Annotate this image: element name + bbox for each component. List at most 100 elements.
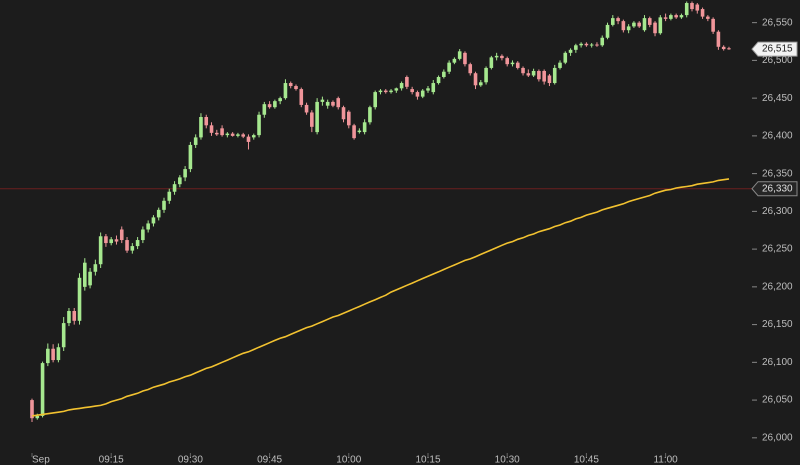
x-tick-label: 11:00	[653, 455, 678, 465]
candle-body	[98, 236, 103, 265]
candle-body	[183, 169, 187, 178]
x-tick-label: 10:30	[495, 455, 520, 465]
candle-body	[267, 104, 272, 108]
candle-body	[595, 44, 599, 46]
candle-body	[700, 9, 705, 17]
candle-body	[711, 18, 715, 32]
y-tick-label: 26,350	[762, 168, 793, 179]
candle-body	[283, 83, 288, 99]
candle-body	[611, 18, 615, 25]
candle-body	[721, 46, 726, 50]
candle-body	[405, 76, 409, 87]
candle-body	[373, 92, 377, 108]
candle-body	[463, 52, 467, 65]
candle-body	[378, 90, 383, 93]
candle-body	[215, 132, 219, 135]
candle-body	[56, 347, 61, 361]
candle-body	[83, 262, 87, 287]
candle-body	[579, 43, 583, 46]
candle-body	[35, 415, 40, 419]
candle-body	[146, 223, 150, 230]
candle-body	[616, 18, 620, 22]
x-tick-label: Sep	[32, 455, 50, 465]
candle-body	[251, 135, 256, 138]
candle-body	[288, 83, 293, 87]
candle-body	[125, 240, 129, 251]
candle-body	[394, 88, 399, 91]
candle-body	[315, 101, 319, 133]
candle-body	[674, 15, 678, 18]
candle-body	[162, 200, 166, 210]
candle-body	[193, 137, 198, 145]
candle-body	[447, 62, 451, 72]
y-tick-label: 26,250	[762, 244, 793, 255]
y-tick-label: 26,400	[762, 131, 793, 142]
candle-body	[669, 15, 673, 19]
candle-body	[341, 107, 346, 120]
candle-body	[236, 134, 240, 136]
candle-body	[310, 112, 314, 127]
candle-body	[230, 133, 235, 136]
candle-body	[389, 90, 393, 93]
y-tick-label: 26,000	[762, 432, 793, 443]
candle-body	[257, 114, 261, 136]
candle-body	[199, 117, 203, 138]
y-tick-label: 26,050	[762, 395, 793, 406]
candle-body	[294, 86, 298, 90]
candle-body	[420, 90, 425, 97]
candle-body	[542, 70, 546, 82]
y-tick-label: 26,450	[762, 93, 793, 104]
candle-body	[167, 191, 172, 201]
candle-body	[77, 277, 82, 321]
candle-body	[273, 101, 277, 108]
candle-body	[220, 128, 224, 136]
candle-body	[679, 15, 684, 18]
candle-body	[653, 22, 657, 34]
candle-body	[204, 117, 209, 126]
candle-body	[690, 3, 694, 10]
candle-body	[457, 51, 462, 59]
candle-body	[563, 52, 568, 63]
candle-body	[589, 44, 594, 46]
candle-body	[494, 55, 499, 58]
candle-body	[484, 67, 488, 83]
candle-body	[178, 177, 182, 185]
candle-body	[225, 133, 230, 136]
candle-body	[426, 88, 430, 91]
candle-body	[706, 16, 710, 19]
x-tick-label: 09:45	[257, 455, 282, 465]
candle-body	[431, 83, 436, 93]
candle-body	[537, 70, 541, 80]
candle-body	[600, 37, 605, 46]
candle-body	[357, 130, 362, 133]
candle-body	[119, 229, 124, 241]
candle-body	[109, 239, 113, 244]
candle-body	[383, 90, 388, 93]
y-tick-label: 26,100	[762, 357, 793, 368]
candle-body	[67, 311, 71, 324]
candle-body	[172, 184, 177, 192]
candle-body	[500, 55, 504, 59]
candle-body	[521, 67, 525, 74]
x-tick-label: 10:15	[415, 455, 440, 465]
candle-body	[695, 4, 700, 11]
candle-body	[632, 22, 636, 27]
candle-body	[151, 217, 156, 224]
candle-body	[104, 236, 108, 244]
candle-body	[716, 31, 721, 47]
x-tick-label: 09:30	[178, 455, 203, 465]
candle-body	[436, 76, 441, 84]
candle-body	[489, 57, 494, 68]
candle-body	[241, 134, 245, 137]
candle-body	[647, 18, 652, 25]
price-tag-label: 26,330	[762, 183, 793, 194]
candle-body	[558, 62, 562, 68]
candle-body	[347, 111, 351, 126]
candle-body	[40, 363, 45, 416]
candle-body	[526, 73, 531, 76]
y-tick-label: 26,300	[762, 206, 793, 217]
candle-body	[621, 21, 626, 31]
x-tick-label: 10:00	[336, 455, 361, 465]
